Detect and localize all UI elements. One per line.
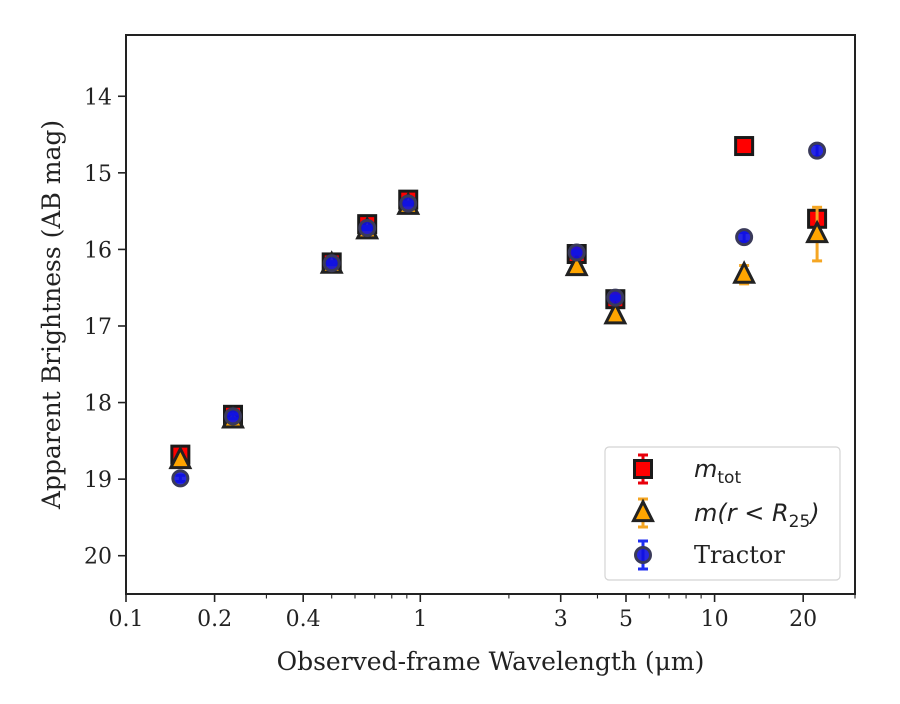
circle-data-point: [224, 407, 243, 426]
triangle-data-point: [168, 445, 193, 470]
x-tick-label: 5: [619, 607, 633, 632]
x-tick-label: 1: [413, 607, 427, 632]
y-tick-label: 18: [84, 392, 112, 417]
series-triangle: [168, 191, 830, 470]
x-tick-label: 0.2: [197, 607, 232, 632]
y-tick-label: 20: [84, 545, 112, 570]
legend-entry: m(r < R25): [631, 497, 820, 532]
circle-data-point: [399, 194, 418, 213]
y-tick-label: 16: [84, 238, 112, 263]
triangle-data-point: [603, 300, 628, 325]
circle-data-point: [735, 228, 754, 247]
square-data-point: [734, 136, 755, 157]
data-markers: [168, 136, 830, 488]
circle-data-point: [322, 254, 341, 273]
circle-data-point: [606, 288, 625, 307]
legend-square-marker: [633, 459, 653, 479]
x-tick-label: 0.4: [286, 607, 321, 632]
y-axis-title: Apparent Brightness (AB mag): [37, 120, 66, 510]
circle-data-point: [358, 218, 377, 237]
triangle-data-point: [805, 219, 830, 244]
axes: 0.1 0.2 0.4 1 3 5 10 20 14 15 16 17 18 19 20 Observed-f…: [37, 34, 856, 676]
legend-box: [604, 446, 841, 581]
legend-label: m(r < R25): [694, 499, 820, 532]
series-square: [170, 136, 828, 465]
x-tick-label: 10: [701, 607, 729, 632]
triangle-data-point: [564, 252, 589, 277]
legend-circle-marker: [634, 546, 652, 564]
legend-label: mtot: [694, 455, 741, 488]
legend-entry: mtot: [633, 453, 741, 488]
circle-data-point: [808, 141, 827, 160]
circle-data-point: [567, 243, 586, 262]
legend-entry: Tractor: [634, 539, 785, 571]
legend: mtot m(r < R25) Tractor: [604, 446, 841, 581]
x-tick-label: 3: [554, 607, 568, 632]
plot-frame: [125, 34, 856, 595]
y-tick-label: 15: [84, 162, 112, 187]
y-tick-label: 14: [84, 85, 112, 110]
x-tick-label: 20: [789, 607, 817, 632]
x-axis-title: Observed-frame Wavelength (μm): [277, 647, 705, 676]
series-circle: [171, 141, 827, 488]
circle-data-point: [171, 469, 190, 488]
legend-triangle-marker: [631, 498, 655, 523]
y-tick-label: 17: [84, 315, 112, 340]
triangle-data-point: [732, 260, 757, 284]
x-tick-label: 0.1: [109, 607, 144, 632]
y-tick-label: 19: [84, 468, 112, 493]
legend-label: Tractor: [694, 541, 785, 569]
